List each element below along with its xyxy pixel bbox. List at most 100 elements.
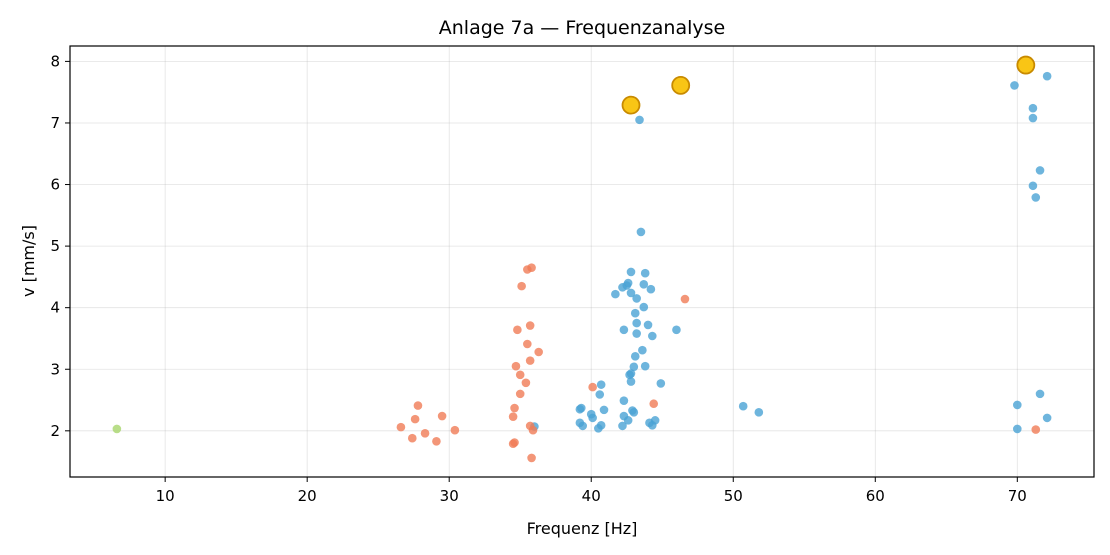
data-point [738, 401, 748, 411]
data-point [646, 284, 656, 294]
data-point [632, 329, 641, 338]
x-tick-label: 40 [582, 487, 601, 505]
y-tick-label: 5 [50, 237, 60, 255]
data-point [629, 362, 639, 372]
data-point [1010, 81, 1019, 90]
data-point [632, 318, 641, 328]
data-point [619, 396, 629, 405]
x-tick-label: 20 [298, 487, 317, 505]
data-point [413, 401, 423, 410]
y-tick-label: 6 [50, 176, 60, 194]
data-point [596, 380, 606, 389]
highlight-points [621, 55, 1036, 115]
data-points [112, 55, 1052, 463]
highlight-point [1016, 55, 1036, 75]
y-axis-ticks: 2 3 4 5 6 7 8 [50, 52, 70, 440]
data-point [1042, 413, 1052, 423]
data-point [643, 320, 653, 330]
data-point [611, 289, 620, 299]
data-point [515, 389, 525, 399]
data-point [622, 281, 632, 290]
grid [70, 46, 1094, 477]
data-point [1028, 181, 1038, 191]
y-axis-label: v [mm/s] [19, 225, 38, 297]
data-point [420, 428, 430, 438]
x-tick-label: 10 [156, 487, 175, 505]
data-point [1035, 166, 1045, 175]
data-point [1028, 113, 1038, 123]
data-point [588, 382, 597, 392]
data-point [1042, 71, 1052, 81]
series-3 [112, 424, 122, 434]
x-tick-label: 50 [724, 487, 743, 505]
data-point [599, 405, 609, 415]
data-point [525, 321, 535, 330]
data-point [640, 268, 650, 278]
data-point [619, 325, 629, 335]
x-axis-label: Frequenz [Hz] [527, 519, 638, 538]
data-point [1028, 103, 1038, 113]
y-tick-label: 2 [50, 422, 60, 440]
data-point [450, 425, 460, 435]
y-tick-label: 4 [50, 299, 60, 317]
data-point [513, 325, 522, 335]
series-1 [530, 71, 1052, 434]
data-point [575, 404, 585, 414]
data-point [1013, 424, 1022, 434]
data-point [648, 420, 657, 430]
data-point [521, 378, 531, 388]
x-tick-label: 30 [440, 487, 459, 505]
data-point [510, 403, 519, 413]
data-point [578, 421, 588, 431]
data-point [432, 436, 441, 446]
data-point [1031, 425, 1041, 434]
x-tick-label: 70 [1008, 487, 1027, 505]
data-point [437, 411, 447, 421]
y-tick-label: 3 [50, 360, 60, 378]
data-point [632, 294, 641, 303]
data-point [523, 265, 532, 274]
data-point [527, 453, 536, 463]
data-point [626, 267, 636, 277]
data-point [534, 347, 543, 357]
data-point [639, 279, 649, 289]
data-point [112, 424, 122, 434]
data-point [594, 424, 603, 433]
data-point [640, 361, 650, 371]
data-point [1035, 389, 1045, 399]
data-point [626, 288, 636, 298]
plot-frame [69, 45, 1095, 478]
data-point [649, 399, 659, 409]
data-point [626, 377, 636, 386]
x-tick-label: 60 [866, 487, 885, 505]
data-point [635, 115, 644, 125]
data-point [754, 408, 764, 417]
data-point [636, 227, 646, 237]
data-point [410, 414, 420, 424]
data-point [680, 294, 690, 304]
data-point [396, 422, 406, 432]
data-point [638, 345, 647, 355]
data-point [523, 339, 532, 349]
series-2 [396, 263, 1041, 463]
data-point [629, 408, 639, 417]
data-point [623, 416, 633, 425]
data-point [588, 413, 597, 423]
data-point [630, 352, 640, 361]
data-point [508, 412, 518, 421]
data-point [639, 302, 649, 312]
data-point [525, 356, 535, 365]
data-point [648, 331, 657, 341]
data-point [517, 281, 526, 291]
data-point [625, 370, 634, 380]
data-point [618, 421, 627, 431]
y-tick-label: 7 [50, 114, 60, 132]
highlight-point [671, 76, 691, 95]
data-point [508, 439, 518, 449]
data-point [515, 370, 525, 380]
data-point [407, 433, 417, 443]
data-point [656, 379, 666, 388]
chart-title: Anlage 7a — Frequenzanalyse [439, 17, 725, 39]
data-point [511, 361, 521, 371]
data-point [630, 308, 640, 318]
